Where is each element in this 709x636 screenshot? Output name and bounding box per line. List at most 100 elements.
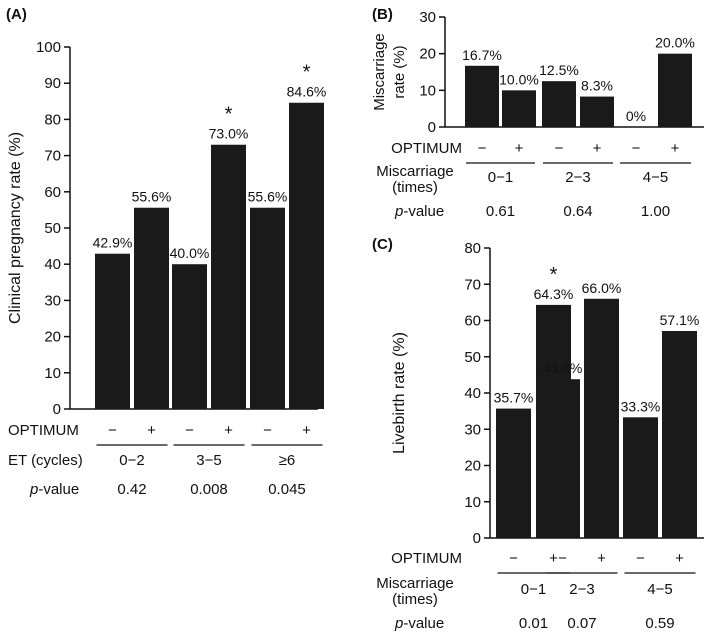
treatment-sign: + [593,140,602,157]
p-suffix: -value [38,481,79,498]
y-tick-label: 20 [419,46,436,63]
bar-value-label: 10.0% [499,71,539,87]
group-label: 2−3 [565,169,590,186]
y-tick-label: 20 [44,329,61,346]
bar-value-label: 0% [626,108,646,124]
p-value: 0.42 [117,481,146,498]
y-axis-title: Clinical pregnancy rate (%) [7,132,24,324]
treatment-sign: + [147,422,156,439]
bar-value-label: 12.5% [539,62,579,78]
group-row-label: ET (cycles) [8,452,83,469]
significance-asterisk: * [225,104,233,126]
y-tick-label: 50 [44,220,61,237]
bar [465,65,499,127]
bar [584,298,619,538]
group-label: 4−5 [643,169,668,186]
y-axis-title: rate (%) [391,45,408,98]
bar-value-label: 33.3% [621,398,661,414]
bar [658,53,692,127]
bar-value-label: 20.0% [655,35,695,51]
bar [134,207,169,409]
treatment-sign: + [549,550,558,567]
y-tick-label: 0 [53,401,61,418]
y-tick-label: 40 [464,385,481,402]
treatment-sign: − [509,550,518,567]
group-label: ≥6 [279,452,296,469]
y-tick-label: 50 [464,349,481,366]
p-value: 0.07 [567,615,596,632]
treatment-sign: + [515,140,524,157]
y-tick-label: 10 [464,494,481,511]
y-axis-title: Livebirth rate (%) [391,332,408,454]
bar [211,144,246,410]
bar-value-label: 73.0% [209,126,249,142]
bar-value-label: 40.0% [170,245,210,261]
panel-label: (C) [372,236,393,253]
bar-value-label: 55.6% [132,189,172,205]
y-tick-label: 0 [428,119,436,136]
p-value: 1.00 [641,203,670,220]
significance-asterisk: * [550,264,558,286]
group-label: 2−3 [569,581,594,598]
treatment-sign: − [108,422,117,439]
y-tick-label: 20 [464,458,481,475]
treatment-row-label: OPTIMUM [391,550,462,567]
treatment-sign: + [671,140,680,157]
p-value: 0.59 [645,615,674,632]
bar [623,417,658,538]
bar-value-label: 43.8% [543,360,583,376]
bar [250,207,285,409]
group-label: 4−5 [647,581,672,598]
bar [662,331,697,538]
bar-value-label: 42.9% [93,235,133,251]
y-tick-label: 90 [44,75,61,92]
group-row-label: (times) [392,591,438,608]
p-value: 0.008 [190,481,228,498]
group-label: 3−5 [196,452,221,469]
y-tick-label: 0 [473,530,481,547]
group-row-label: (times) [392,179,438,196]
group-label: 0−1 [488,169,513,186]
bar [545,379,580,538]
y-tick-label: 80 [44,111,61,128]
significance-asterisk: * [303,62,311,84]
p-value: 0.01 [519,615,548,632]
treatment-sign: − [185,422,194,439]
bar-value-label: 57.1% [660,312,700,328]
panel-label: (A) [6,6,27,23]
bar [502,90,536,127]
bar-value-label: 55.6% [248,189,288,205]
treatment-sign: − [632,140,641,157]
group-row-label: Miscarriage [376,163,454,180]
y-tick-label: 100 [36,39,61,56]
group-label: 0−1 [521,581,546,598]
group-label: 0−2 [119,452,144,469]
y-tick-label: 70 [464,276,481,293]
y-tick-label: 10 [419,82,436,99]
y-tick-label: 10 [44,365,61,382]
p-italic: p [394,615,403,632]
p-value-row-label: p-value [394,615,444,632]
treatment-sign: + [675,550,684,567]
p-suffix: -value [403,203,444,220]
bar-value-label: 35.7% [494,390,534,406]
y-tick-label: 30 [44,292,61,309]
treatment-sign: + [597,550,606,567]
p-value-row-label: p-value [394,203,444,220]
treatment-sign: − [478,140,487,157]
y-tick-label: 80 [464,240,481,257]
p-value: 0.64 [563,203,592,220]
p-value: 0.61 [486,203,515,220]
group-row-label: Miscarriage [376,575,454,592]
y-tick-label: 30 [464,421,481,438]
bar [289,102,324,410]
bar [95,253,130,409]
bar-value-label: 84.6% [287,84,327,100]
bar-value-label: 66.0% [582,280,622,296]
p-italic: p [29,481,38,498]
treatment-sign: − [263,422,272,439]
p-value-row-label: p-value [29,481,79,498]
treatment-sign: − [558,550,567,567]
treatment-sign: + [302,422,311,439]
